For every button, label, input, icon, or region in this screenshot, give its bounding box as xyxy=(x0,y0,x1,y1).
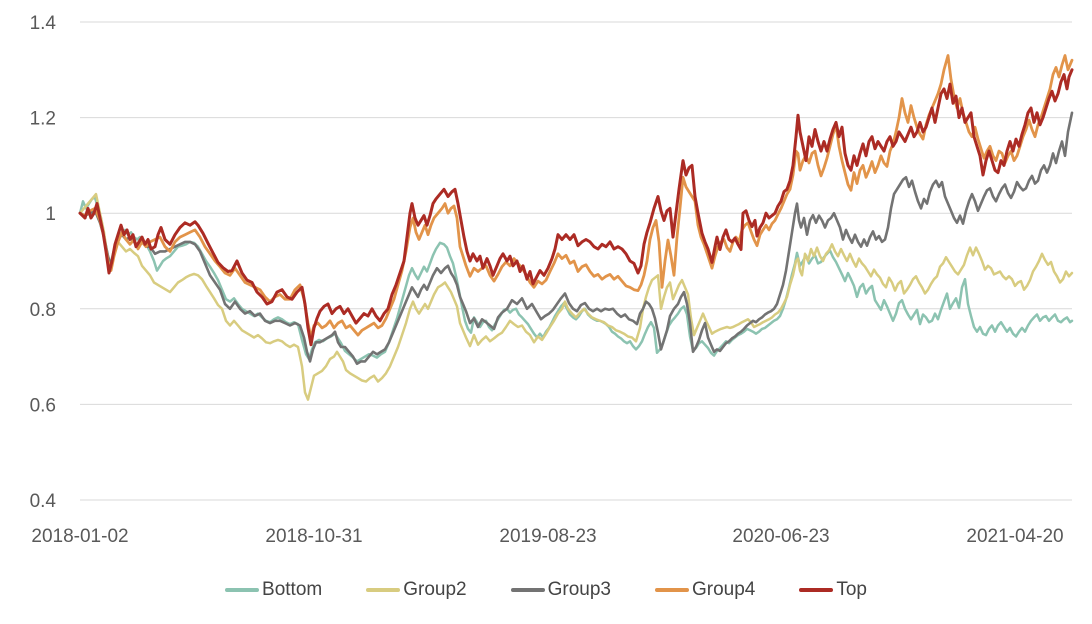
x-tick-label: 2018-01-02 xyxy=(31,526,128,547)
legend-item-top: Top xyxy=(799,579,867,601)
x-tick-label: 2018-10-31 xyxy=(265,526,362,547)
x-tick-label: 2021-04-20 xyxy=(966,526,1063,547)
legend-item-group2: Group2 xyxy=(366,579,467,601)
series-line-group4 xyxy=(78,54,1074,339)
series-line-group3 xyxy=(78,111,1074,366)
legend-swatch-top xyxy=(799,588,834,592)
legend-item-group4: Group4 xyxy=(654,579,756,601)
series-line-group2 xyxy=(78,192,1074,401)
legend: Bottom Group2 Group3 Group4 Top xyxy=(0,579,1092,601)
legend-swatch-bottom xyxy=(225,588,260,592)
series-line-top xyxy=(78,68,1074,347)
y-tick-label: 0.8 xyxy=(30,300,56,321)
legend-label-top: Top xyxy=(836,579,867,600)
legend-label-group3: Group3 xyxy=(547,579,611,600)
legend-swatch-group4 xyxy=(654,588,689,592)
legend-swatch-group3 xyxy=(510,588,545,592)
y-tick-label: 0.4 xyxy=(30,491,57,512)
legend-item-bottom: Bottom xyxy=(225,579,322,601)
x-tick-label: 2019-08-23 xyxy=(499,526,596,547)
legend-label-group2: Group2 xyxy=(403,579,467,600)
legend-item-group3: Group3 xyxy=(510,579,611,601)
legend-label-bottom: Bottom xyxy=(262,579,323,600)
x-tick-label: 2020-06-23 xyxy=(732,526,829,547)
legend-swatch-group2 xyxy=(366,588,401,592)
y-tick-label: 1.2 xyxy=(30,109,56,130)
y-tick-label: 1 xyxy=(45,204,56,225)
series-line-bottom xyxy=(78,196,1074,363)
y-tick-label: 1.4 xyxy=(30,13,57,34)
legend-label-group4: Group4 xyxy=(691,579,756,600)
y-tick-label: 0.6 xyxy=(30,395,56,416)
